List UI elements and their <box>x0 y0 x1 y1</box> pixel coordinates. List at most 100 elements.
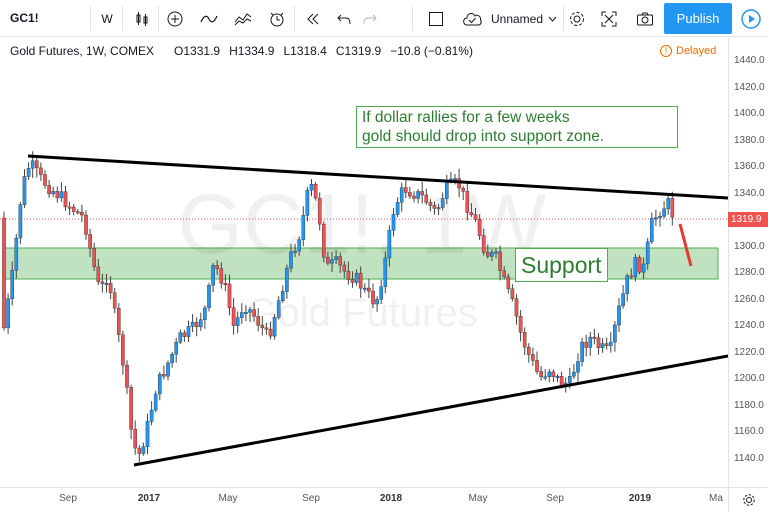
play-icon[interactable] <box>734 3 768 34</box>
candle-body <box>219 268 224 284</box>
text-annotation[interactable]: If dollar rallies for a few weeks gold s… <box>356 106 678 148</box>
support-label[interactable]: Support <box>515 248 608 282</box>
candle-body <box>645 241 650 265</box>
candle-body <box>293 250 297 253</box>
candle-body <box>629 275 634 278</box>
candle-body <box>633 257 638 278</box>
line-tools-icon[interactable] <box>198 7 220 30</box>
candle-body <box>358 272 363 289</box>
cloud-save-icon[interactable] <box>460 7 484 30</box>
candle-body <box>383 257 388 287</box>
candle-body <box>420 191 425 196</box>
candle-body <box>338 256 343 266</box>
candle-body <box>604 343 609 346</box>
candle-body <box>194 321 199 328</box>
candle-body <box>395 202 400 215</box>
candle-body <box>326 256 330 264</box>
time-tick: Sep <box>59 493 77 504</box>
candle-body <box>412 195 416 199</box>
interval-button[interactable]: W <box>101 11 113 26</box>
candle-body <box>617 305 621 326</box>
add-indicator-icon[interactable] <box>164 7 186 30</box>
candle-body <box>239 312 244 318</box>
layout-name[interactable]: Unnamed <box>490 11 544 26</box>
expand-icon[interactable] <box>598 7 620 30</box>
candle-body <box>588 336 593 348</box>
delayed-indicator[interactable]: ! Delayed <box>660 45 716 57</box>
candle-body <box>322 223 326 258</box>
candle-body <box>231 307 236 326</box>
price-tick: 1200.0 <box>734 373 765 384</box>
candle-body <box>654 217 658 220</box>
candle-body <box>51 191 55 195</box>
settings-icon[interactable] <box>566 7 588 30</box>
candle-body <box>662 208 666 217</box>
candle-body <box>276 300 281 318</box>
candles-icon[interactable] <box>130 7 154 30</box>
candle-body <box>342 264 347 272</box>
time-axis[interactable]: Sep 2017 May Sep 2018 May Sep 2019 Ma <box>0 487 728 511</box>
candle-body <box>203 307 207 320</box>
annotation-line: If dollar rallies for a few weeks <box>362 109 570 126</box>
candle-body <box>35 160 39 169</box>
price-tick: 1440.0 <box>734 55 765 66</box>
candle-body <box>289 251 293 269</box>
candle-body <box>481 235 486 253</box>
snapshot-icon[interactable] <box>634 7 656 30</box>
candle-body <box>572 371 576 377</box>
candle-body <box>67 206 72 209</box>
price-tick: 1220.0 <box>734 346 765 358</box>
redo-icon[interactable] <box>360 7 380 30</box>
candle-body <box>43 174 47 186</box>
candle-body <box>30 160 35 169</box>
delayed-label: Delayed <box>676 45 717 57</box>
candle-body <box>469 212 474 215</box>
price-axis[interactable]: 1440.01420.01400.01380.01360.01340.01320… <box>728 38 768 487</box>
candle-body <box>100 281 105 284</box>
candle-body <box>416 191 420 199</box>
symbol-search[interactable]: GC1! <box>10 11 39 25</box>
candle-body <box>141 446 146 454</box>
publish-button[interactable]: Publish <box>664 3 732 34</box>
candle-body <box>18 204 23 239</box>
candle-body <box>436 207 441 210</box>
candle-body <box>670 198 675 218</box>
candle-body <box>116 308 121 335</box>
candle-body <box>71 206 76 212</box>
axis-settings-icon[interactable] <box>728 487 768 511</box>
candle-body <box>576 361 580 373</box>
candle-body <box>153 393 158 411</box>
chevron-down-icon[interactable] <box>546 7 558 30</box>
candle-body <box>440 198 445 208</box>
time-tick: Sep <box>302 493 320 504</box>
fullscreen-icon[interactable] <box>426 7 446 30</box>
candle-body <box>157 374 162 395</box>
candle-body <box>428 202 433 206</box>
candle-body <box>223 283 228 285</box>
candle-body <box>256 316 261 326</box>
compare-icon[interactable] <box>232 7 254 30</box>
candle-body <box>613 324 617 343</box>
series-legend[interactable]: Gold Futures, 1W, COMEX O1331.9 H1334.9 … <box>10 44 482 58</box>
series-title[interactable]: Gold Futures, 1W, COMEX <box>10 44 155 58</box>
candle-body <box>133 429 138 449</box>
candle-body <box>227 283 232 308</box>
candle-body <box>539 371 543 378</box>
undo-icon[interactable] <box>334 7 354 30</box>
candle-body <box>490 252 494 257</box>
candle-body <box>666 198 670 209</box>
candle-body <box>10 270 15 299</box>
candle-body <box>272 317 277 337</box>
candle-body <box>174 341 179 355</box>
candle-body <box>75 211 80 214</box>
toolbar-divider <box>122 6 123 31</box>
replay-icon[interactable] <box>302 7 324 30</box>
candle-body <box>543 376 547 379</box>
last-price-badge: 1319.9 <box>728 212 768 227</box>
candle-body <box>658 216 662 218</box>
candle-body <box>121 334 125 366</box>
alert-icon[interactable] <box>266 7 288 30</box>
candle-body <box>510 288 515 299</box>
candle-body <box>129 387 133 430</box>
candle-body <box>2 217 6 329</box>
